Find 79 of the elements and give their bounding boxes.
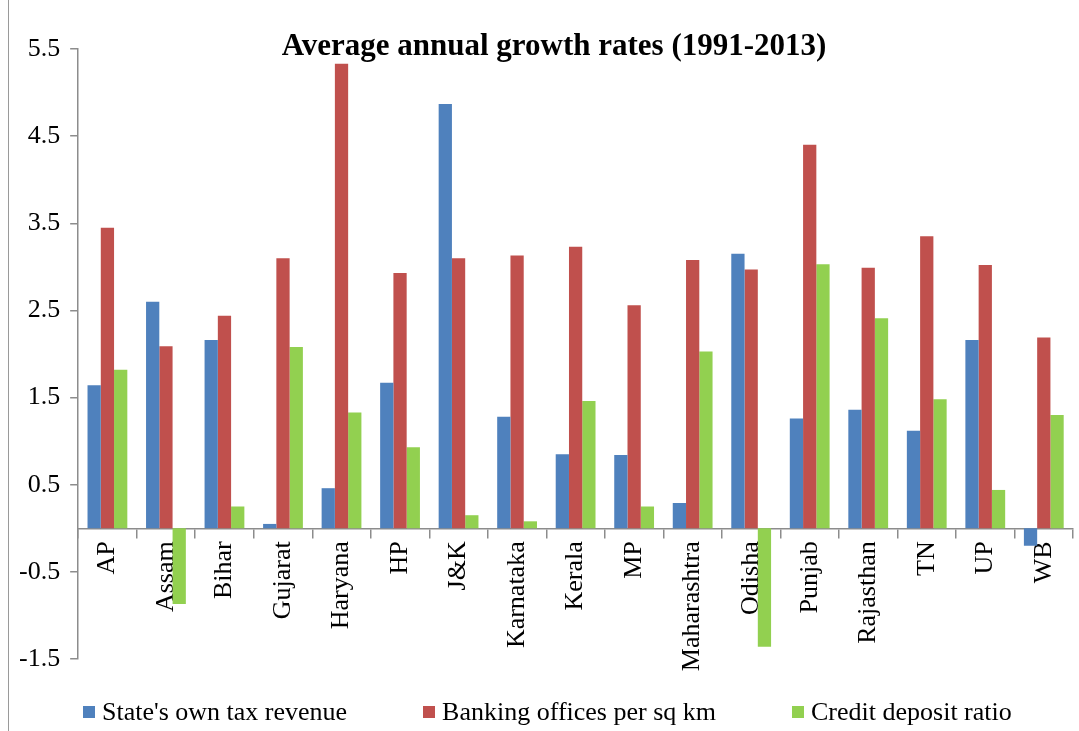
x-tick-label: Maharashtra (676, 540, 706, 672)
x-tick-label: HP (383, 541, 413, 575)
y-tick-label: -1.5 (18, 642, 61, 672)
bar (87, 385, 101, 529)
y-tick-label: -0.5 (18, 555, 61, 585)
bar (263, 523, 277, 529)
bar (744, 269, 758, 529)
bar (816, 264, 830, 529)
x-tick-label: Karnataka (500, 540, 530, 649)
bar (568, 246, 583, 529)
bar (334, 63, 349, 529)
bar (627, 305, 641, 529)
bar (582, 401, 596, 529)
bar (991, 489, 1006, 529)
bar (497, 416, 511, 529)
bar (978, 265, 992, 529)
x-tick-label: Kerala (559, 540, 589, 611)
bar (321, 488, 335, 529)
bar (803, 144, 817, 529)
bar (757, 528, 772, 647)
bar (348, 412, 362, 529)
bar (686, 259, 700, 529)
bar (204, 340, 218, 529)
bar (406, 447, 420, 529)
bar (933, 399, 947, 529)
bar (640, 506, 655, 529)
legend-label: Credit deposit ratio (811, 697, 1012, 727)
bar (848, 409, 862, 529)
x-tick-label: Bihar (208, 540, 238, 600)
bar (276, 258, 290, 529)
bar (217, 315, 232, 529)
x-tick-label: AP (91, 541, 121, 575)
bar (289, 347, 303, 529)
x-tick-label: Assam (149, 541, 179, 613)
bar (523, 521, 537, 529)
bar (699, 351, 713, 529)
bar (172, 528, 186, 605)
bar (965, 340, 979, 529)
x-tick-label: Punjab (793, 541, 823, 614)
x-tick-label: Odisha (735, 540, 765, 615)
bar (555, 454, 569, 529)
chart-title: Average annual growth rates (1991-2013) (281, 27, 827, 62)
bar (789, 418, 804, 529)
bar (438, 103, 452, 529)
bar (920, 236, 934, 529)
bar (1050, 415, 1064, 529)
bar (100, 227, 115, 529)
bar (380, 382, 394, 529)
y-tick-label: 0.5 (27, 468, 61, 498)
x-tick-label: Rajasthan (852, 541, 882, 644)
bar (393, 272, 407, 529)
bar (114, 369, 128, 529)
bar (874, 318, 889, 529)
x-tick-label: MP (617, 541, 647, 579)
y-tick-label: 3.5 (27, 207, 61, 237)
bar (672, 503, 687, 529)
x-tick-label: TN (910, 541, 940, 576)
x-tick-label: UP (969, 541, 999, 575)
bar (231, 506, 245, 529)
y-tick-label: 4.5 (27, 119, 61, 149)
y-tick-label: 1.5 (27, 381, 61, 411)
bar (465, 515, 479, 529)
bar (510, 255, 524, 529)
y-tick-label: 2.5 (27, 294, 61, 324)
x-tick-label: WB (1027, 541, 1057, 584)
bar (861, 267, 875, 529)
x-tick-label: Gujarat (266, 540, 296, 620)
bar (451, 258, 466, 529)
x-tick-label: Haryana (325, 540, 355, 630)
bar (906, 430, 921, 529)
bar (614, 455, 628, 529)
bar (159, 346, 173, 529)
x-tick-label: J&K (442, 541, 472, 591)
bar (731, 253, 745, 529)
bar (1037, 337, 1051, 529)
y-tick-label: 5.5 (27, 32, 61, 62)
bar (146, 301, 160, 529)
legend-label: Banking offices per sq km (442, 697, 717, 727)
legend-label: State's own tax revenue (102, 697, 348, 727)
